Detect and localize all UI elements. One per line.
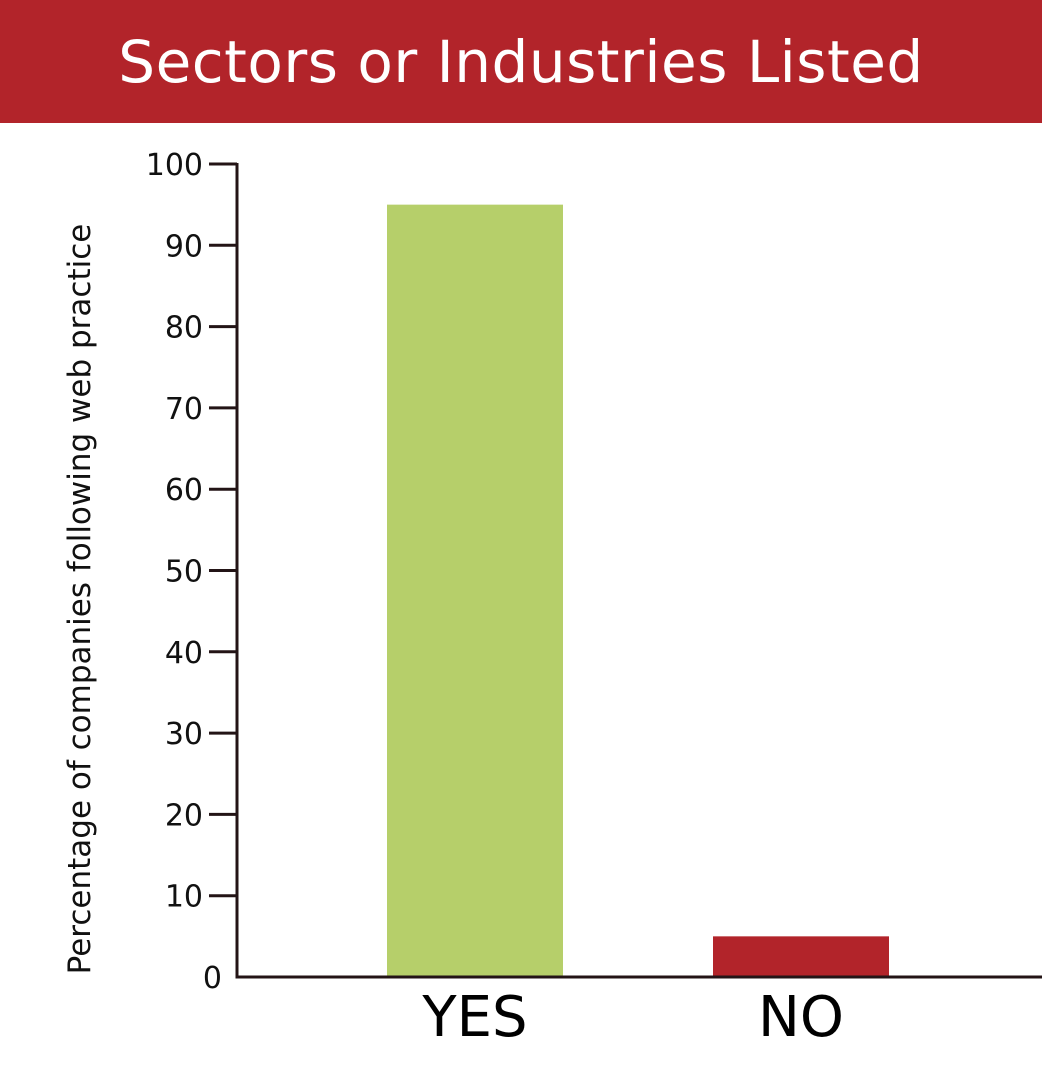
- chart-title-banner: Sectors or Industries Listed: [0, 0, 1042, 123]
- y-tick-label: 10: [165, 880, 203, 915]
- y-tick-label: 100: [146, 148, 203, 183]
- y-tick-label: 90: [165, 229, 203, 264]
- x-category-label: YES: [421, 985, 527, 1050]
- y-tick-label: 0: [203, 961, 222, 996]
- bar-yes: [387, 204, 563, 977]
- y-tick-label: 70: [165, 392, 203, 427]
- y-tick-label: 20: [165, 798, 203, 833]
- y-tick-label: 30: [165, 717, 203, 752]
- bar-no: [713, 936, 889, 977]
- y-tick-label: 80: [165, 311, 203, 346]
- y-tick-label: 60: [165, 473, 203, 508]
- y-tick-label: 50: [165, 555, 203, 590]
- x-category-label: NO: [758, 985, 844, 1050]
- chart-title: Sectors or Industries Listed: [118, 27, 924, 96]
- y-tick-label: 40: [165, 636, 203, 671]
